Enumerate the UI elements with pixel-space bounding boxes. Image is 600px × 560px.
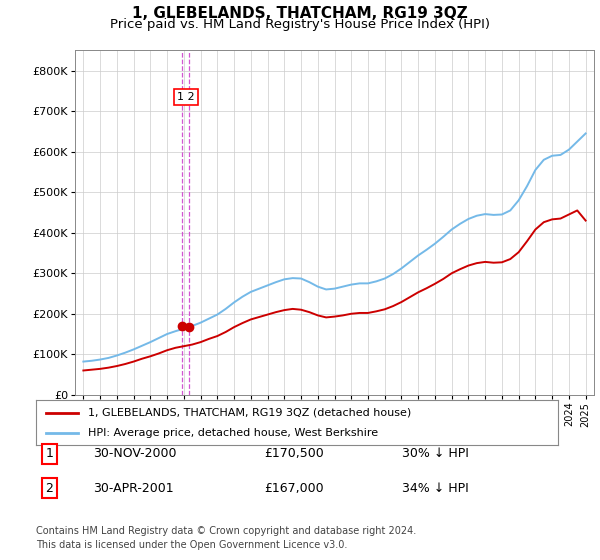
Text: 1: 1 <box>45 447 53 460</box>
Text: Contains HM Land Registry data © Crown copyright and database right 2024.
This d: Contains HM Land Registry data © Crown c… <box>36 526 416 549</box>
Text: 1, GLEBELANDS, THATCHAM, RG19 3QZ (detached house): 1, GLEBELANDS, THATCHAM, RG19 3QZ (detac… <box>88 408 412 418</box>
Text: 2: 2 <box>45 482 53 495</box>
Text: £170,500: £170,500 <box>264 447 324 460</box>
Text: 1, GLEBELANDS, THATCHAM, RG19 3QZ: 1, GLEBELANDS, THATCHAM, RG19 3QZ <box>132 6 468 21</box>
Text: 1 2: 1 2 <box>177 92 195 102</box>
Text: Price paid vs. HM Land Registry's House Price Index (HPI): Price paid vs. HM Land Registry's House … <box>110 18 490 31</box>
Text: 34% ↓ HPI: 34% ↓ HPI <box>402 482 469 495</box>
Text: HPI: Average price, detached house, West Berkshire: HPI: Average price, detached house, West… <box>88 428 379 438</box>
Text: 30-APR-2001: 30-APR-2001 <box>93 482 173 495</box>
Text: 30-NOV-2000: 30-NOV-2000 <box>93 447 176 460</box>
Text: £167,000: £167,000 <box>264 482 323 495</box>
Text: 30% ↓ HPI: 30% ↓ HPI <box>402 447 469 460</box>
